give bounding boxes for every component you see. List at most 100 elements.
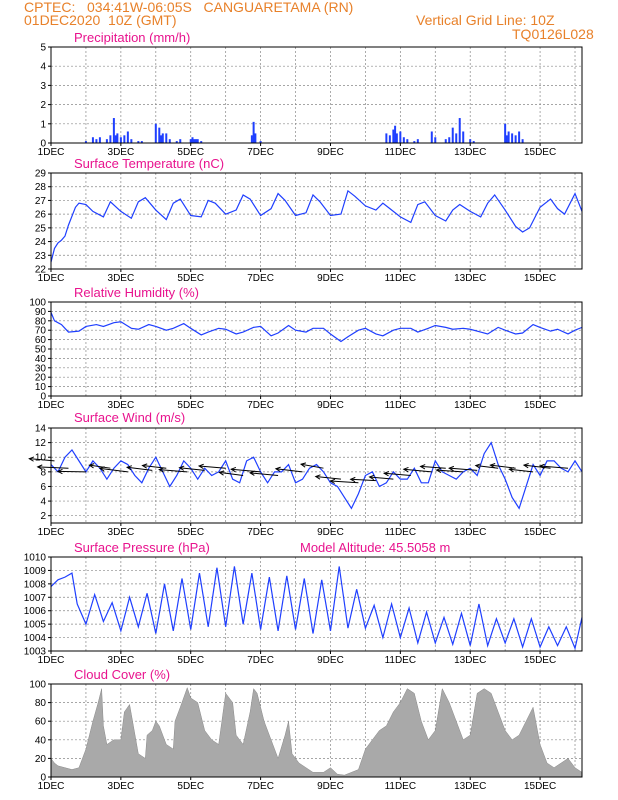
- wind-arrow: [179, 467, 205, 471]
- panel-title-cloud: Cloud Cover (%): [74, 667, 170, 682]
- rh-series-line: [50, 312, 583, 343]
- y-tick-label: 80: [35, 316, 47, 327]
- precip-bar: [402, 137, 405, 143]
- precip-bar: [254, 133, 257, 143]
- x-tick-label: 15DEC: [524, 781, 556, 792]
- precip-bar: [158, 127, 161, 143]
- x-tick-label: 7DEC: [247, 527, 274, 538]
- wind-arrow: [29, 458, 55, 462]
- header-code: TQ0126L028: [512, 26, 594, 42]
- precip-bar: [130, 139, 133, 143]
- x-tick-label: 5DEC: [177, 781, 204, 792]
- precip-bar: [137, 141, 140, 143]
- precip-bar: [504, 123, 507, 143]
- precip-bar: [193, 139, 196, 143]
- x-tick-label: 11DEC: [385, 147, 417, 158]
- y-tick-label: 12: [35, 438, 47, 449]
- x-tick-label: 11DEC: [385, 400, 417, 411]
- wind-arrow-head: [248, 470, 255, 476]
- precip-bar: [98, 137, 101, 143]
- y-tick-label: 14: [35, 424, 47, 435]
- y-tick-label: 1003: [24, 647, 47, 658]
- x-tick-label: 7DEC: [247, 655, 274, 666]
- plot-area-temp: [51, 173, 582, 269]
- plot-area-pressure: [51, 557, 582, 651]
- wind-arrow-head: [435, 467, 442, 473]
- wind-arrow-head: [508, 467, 515, 473]
- wind-arrow: [99, 467, 128, 473]
- temp-series-line: [50, 189, 583, 263]
- wind-arrow-head: [141, 463, 148, 469]
- x-tick-label: 5DEC: [177, 400, 204, 411]
- precip-bar: [444, 139, 447, 143]
- wind-arrow-head: [402, 466, 409, 473]
- y-tick-label: 26: [35, 210, 47, 221]
- precip-bar: [194, 139, 197, 143]
- wind-arrow: [231, 468, 261, 473]
- x-tick-label: 9DEC: [317, 527, 344, 538]
- precip-bar: [179, 139, 182, 143]
- wind-arrow-head: [125, 465, 133, 471]
- y-tick-label: 1010: [24, 553, 47, 564]
- wind-arrow-head: [230, 466, 237, 473]
- wind-arrow-head: [522, 462, 529, 469]
- wind-arrow-head: [158, 467, 165, 473]
- wind-arrow: [142, 465, 167, 469]
- precip-bar: [518, 131, 521, 143]
- y-tick-label: 2: [40, 100, 46, 111]
- precip-bar: [116, 133, 119, 143]
- x-tick-label: 13DEC: [454, 655, 486, 666]
- wind-arrow: [219, 471, 244, 476]
- wind-arrow-head: [28, 456, 35, 462]
- precip-bar: [140, 141, 143, 143]
- x-tick-label: 3DEC: [108, 400, 135, 411]
- y-tick-label: 40: [35, 735, 47, 746]
- precip-bar: [95, 139, 98, 143]
- x-tick-label: 3DEC: [108, 655, 135, 666]
- wind-arrow: [384, 472, 411, 476]
- header-station: CPTEC: 034:41W-06:05S CANGUARETAMA (RN): [24, 0, 354, 15]
- y-tick-label: 22: [35, 265, 47, 276]
- precip-bar: [514, 135, 517, 143]
- wind-arrow-head: [88, 463, 95, 469]
- wind-arrow: [199, 465, 226, 469]
- precip-bar: [392, 129, 395, 143]
- precip-bar: [250, 135, 253, 143]
- precip-bar: [168, 139, 171, 143]
- x-tick-label: 3DEC: [108, 781, 135, 792]
- x-tick-label: 7DEC: [247, 147, 274, 158]
- x-tick-label: 11DEC: [385, 273, 417, 284]
- x-tick-label: 1DEC: [38, 527, 65, 538]
- wind-arrow-head: [489, 463, 496, 469]
- x-tick-label: 15DEC: [524, 147, 556, 158]
- x-tick-label: 3DEC: [108, 527, 135, 538]
- y-tick-label: 50: [35, 345, 47, 356]
- precip-bar: [462, 131, 465, 143]
- x-tick-label: 5DEC: [177, 147, 204, 158]
- y-tick-label: 30: [35, 363, 47, 374]
- y-tick-label: 100: [29, 680, 46, 691]
- x-tick-label: 9DEC: [317, 147, 344, 158]
- x-tick-label: 9DEC: [317, 781, 344, 792]
- wind-arrow-head: [178, 465, 185, 471]
- precip-bar: [123, 135, 126, 143]
- precip-bar: [469, 139, 472, 143]
- wind-arrow: [523, 464, 551, 469]
- cloud-cover-area: [50, 686, 583, 778]
- y-tick-label: 60: [35, 335, 47, 346]
- plot-frame-pressure: [50, 556, 583, 652]
- x-tick-label: 15DEC: [524, 400, 556, 411]
- precip-bar: [252, 121, 255, 143]
- y-tick-label: 70: [35, 326, 47, 337]
- y-tick-label: 5: [40, 43, 46, 54]
- wind-arrow: [490, 464, 516, 469]
- panel-title-temp: Surface Temperature (nC): [74, 156, 224, 171]
- x-tick-label: 5DEC: [177, 273, 204, 284]
- panel-title-rh: Relative Humidity (%): [74, 285, 199, 300]
- x-tick-label: 15DEC: [524, 655, 556, 666]
- x-tick-label: 9DEC: [317, 655, 344, 666]
- precip-bar: [458, 118, 461, 143]
- x-tick-label: 9DEC: [317, 273, 344, 284]
